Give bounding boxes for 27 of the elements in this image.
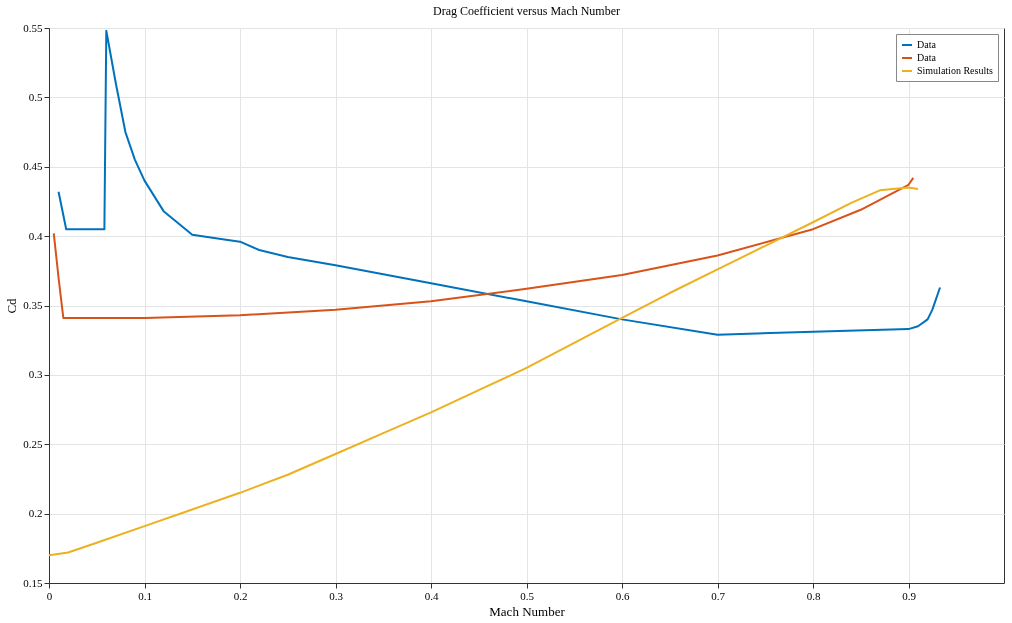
x-tick-label: 0.5 bbox=[520, 589, 535, 602]
x-tick-label: 0.8 bbox=[806, 589, 821, 602]
x-tick-label: 0.4 bbox=[424, 589, 439, 602]
y-tick-label: 0.35 bbox=[23, 299, 43, 311]
y-tick-label: 0.5 bbox=[28, 90, 43, 103]
y-tick-label: 0.55 bbox=[23, 21, 43, 34]
line-series bbox=[48, 186, 920, 557]
x-tick-label: 0.9 bbox=[902, 589, 917, 602]
x-tick-label: 0.6 bbox=[615, 589, 630, 602]
line-series bbox=[52, 176, 915, 319]
x-axis-title: Mach Number bbox=[489, 603, 566, 619]
y-tick-label: 0.4 bbox=[28, 229, 43, 242]
legend-label: Data bbox=[917, 52, 937, 63]
x-tick-label: 0.3 bbox=[329, 589, 344, 602]
y-axis-title: Cd bbox=[4, 297, 20, 314]
y-tick-label: 0.2 bbox=[28, 507, 43, 520]
x-tick-label: 0 bbox=[46, 589, 53, 602]
y-tick-label: 0.15 bbox=[23, 576, 43, 589]
legend-label: Data bbox=[917, 39, 937, 50]
y-tick-label: 0.25 bbox=[23, 437, 43, 450]
x-tick-label: 0.7 bbox=[711, 589, 726, 602]
x-tick-label: 0.1 bbox=[138, 589, 152, 602]
legend-label: Simulation Results bbox=[917, 65, 993, 76]
chart-title: Drag Coefficient versus Mach Number bbox=[432, 4, 621, 18]
x-tick-label: 0.2 bbox=[233, 589, 248, 602]
y-tick-label: 0.45 bbox=[23, 160, 43, 173]
y-tick-label: 0.3 bbox=[28, 368, 43, 381]
